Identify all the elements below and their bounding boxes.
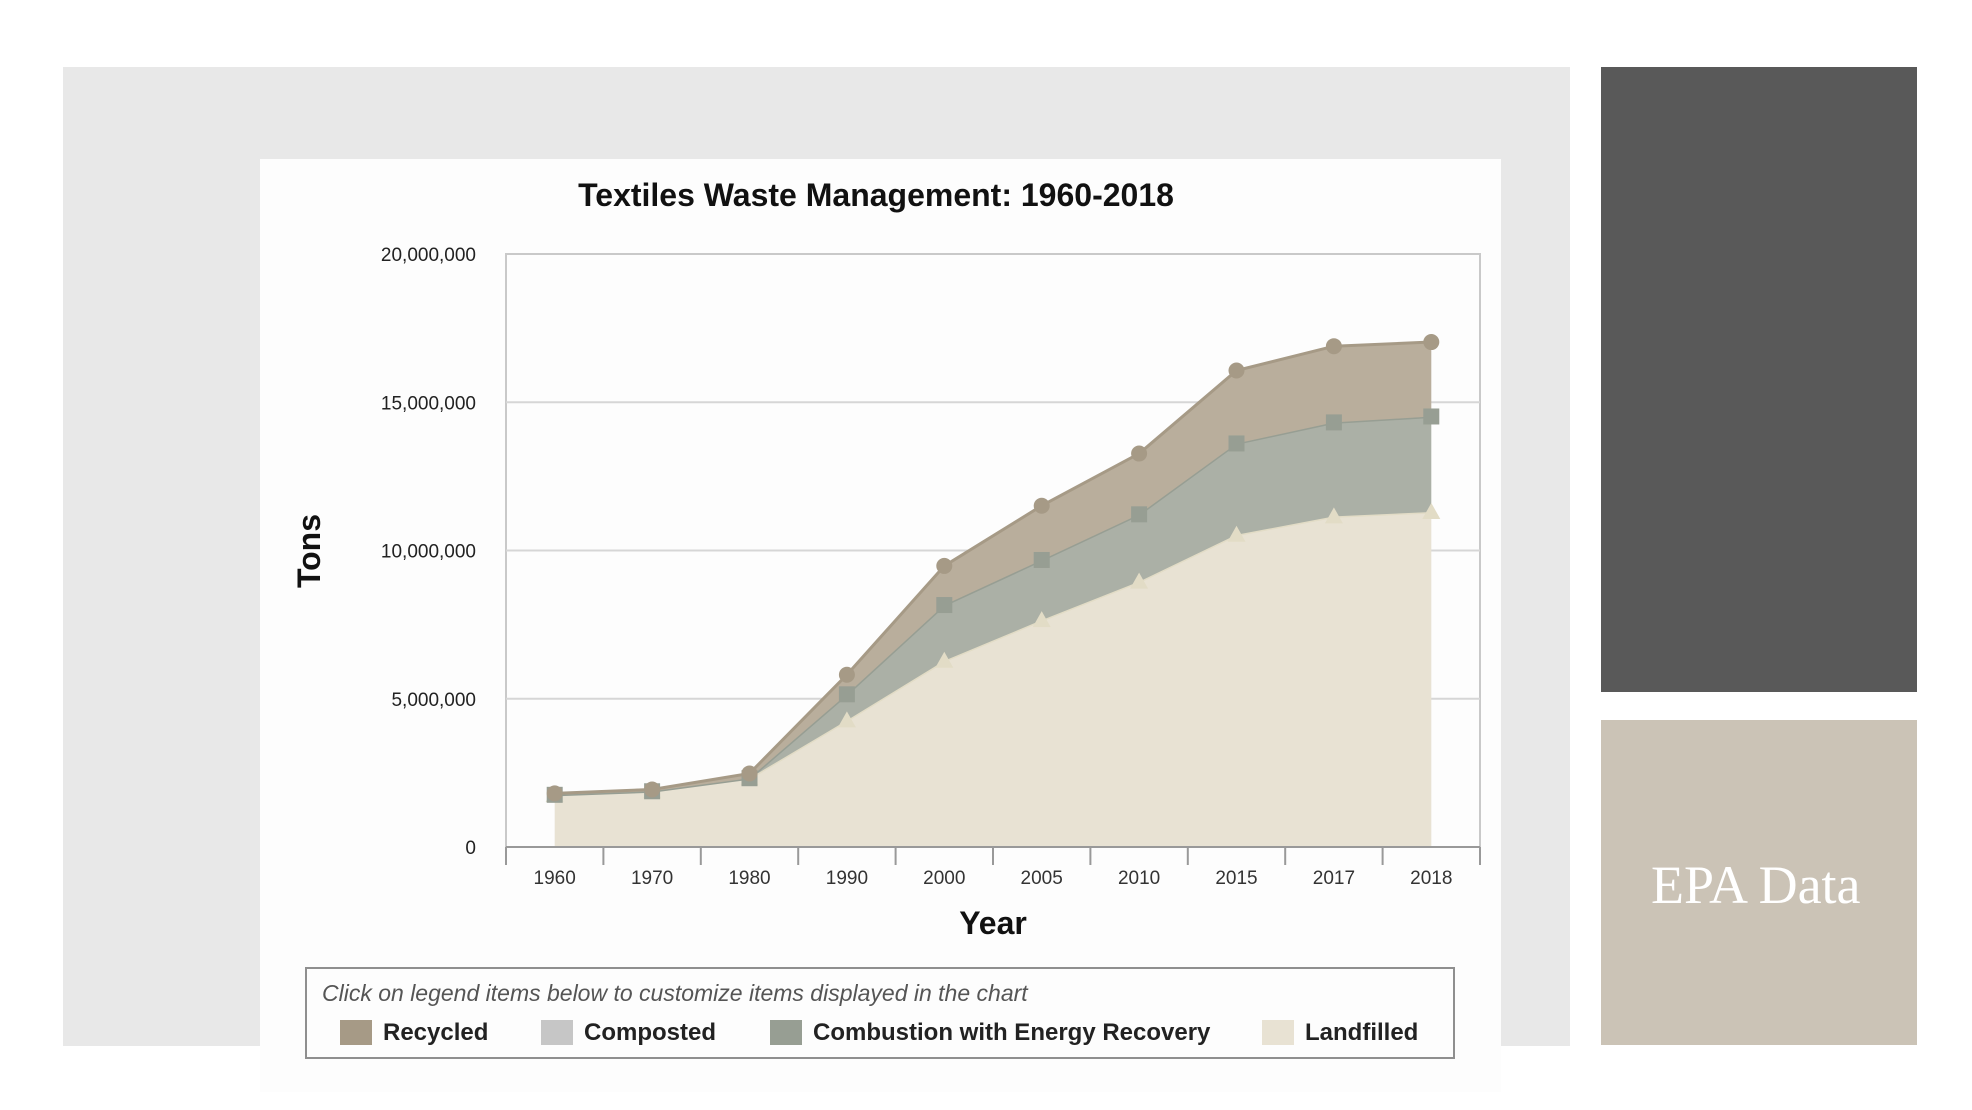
x-tick-label: 2017 [1313, 868, 1355, 889]
area-recycled [554, 342, 1432, 795]
x-tick-label: 2010 [1118, 868, 1160, 889]
x-tick-label: 2000 [923, 868, 965, 889]
legend-items: Recycled Composted Combustion with Energy … [340, 1019, 1418, 1046]
x-axis-label: Year [959, 905, 1027, 941]
y-tick-label: 15,000,000 [381, 393, 476, 414]
legend-item-landfilled[interactable]: Landfilled [1262, 1019, 1418, 1046]
legend-item-composted[interactable]: Composted [541, 1019, 716, 1046]
legend-item-combustion-with-energy-recovery[interactable]: Combustion with Energy Recovery [770, 1019, 1211, 1046]
decorative-dark-block [1601, 67, 1917, 692]
legend-label: Combustion with Energy Recovery [813, 1019, 1211, 1046]
x-tick-label: 2015 [1215, 868, 1257, 889]
area-combustion-with-energy-recovery [554, 416, 1432, 795]
line-recycled [554, 340, 1432, 795]
legend-label: Landfilled [1305, 1019, 1418, 1046]
marker-landfilled [1324, 507, 1343, 524]
epa-data-caption: EPA Data [1651, 855, 1861, 915]
marker-recycled [838, 666, 855, 683]
caption-block: EPA Data [1601, 720, 1917, 1045]
marker-landfilled [935, 651, 954, 668]
y-tick-label: 10,000,000 [381, 542, 476, 563]
marker-recycled [1131, 445, 1148, 462]
marker-recycled [1423, 334, 1440, 351]
x-tick-label: 2018 [1410, 868, 1452, 889]
marker-recycled [1325, 338, 1342, 355]
chart-svg: Textiles Waste Management: 1960-2018 0 5,… [291, 177, 1481, 1059]
area-landfilled [554, 511, 1432, 847]
legend-label: Recycled [383, 1019, 488, 1046]
marker-recycled [741, 765, 758, 782]
marker-combustion [1325, 414, 1342, 431]
marker-landfilled [837, 711, 856, 728]
legend-swatch [1262, 1020, 1294, 1045]
legend: Click on legend items below to customize… [305, 967, 1455, 1059]
marker-landfilled [1422, 502, 1441, 519]
marker-combustion [1423, 408, 1440, 425]
axes: 0 5,000,000 10,000,000 15,000,000 20,000,000… [381, 245, 1481, 889]
marker-recycled [644, 781, 661, 798]
chart-card: Textiles Waste Management: 1960-2018 0 5,… [260, 159, 1501, 1092]
legend-item-recycled[interactable]: Recycled [340, 1019, 488, 1046]
y-tick-label: 5,000,000 [391, 690, 476, 711]
marker-landfilled [1032, 611, 1051, 628]
marker-recycled [936, 557, 953, 574]
legend-swatch [340, 1020, 372, 1045]
data-markers [545, 334, 1441, 803]
marker-recycled [1228, 362, 1245, 379]
marker-combustion [1131, 506, 1148, 523]
y-tick-label: 0 [465, 838, 476, 859]
x-tick-label: 1960 [534, 868, 576, 889]
x-tick-label: 2005 [1021, 868, 1063, 889]
marker-combustion [1033, 551, 1050, 568]
legend-swatch [770, 1020, 802, 1045]
marker-recycled [1033, 497, 1050, 514]
marker-combustion [1228, 435, 1245, 452]
legend-note: Click on legend items below to customize… [322, 980, 1029, 1006]
x-tick-label: 1970 [631, 868, 673, 889]
marker-landfilled [1227, 525, 1246, 542]
y-tick-label: 20,000,000 [381, 245, 476, 266]
x-tick-label: 1980 [728, 868, 770, 889]
legend-label: Composted [584, 1019, 716, 1046]
chart-panel-background: Textiles Waste Management: 1960-2018 0 5,… [63, 67, 1570, 1092]
marker-combustion [838, 686, 855, 703]
y-axis-label: Tons [291, 514, 327, 588]
chart-title: Textiles Waste Management: 1960-2018 [578, 177, 1174, 213]
legend-swatch [541, 1020, 573, 1045]
x-tick-label: 1990 [826, 868, 868, 889]
marker-recycled [546, 785, 563, 802]
marker-combustion [936, 597, 953, 614]
marker-landfilled [1130, 572, 1149, 589]
stacked-areas [554, 340, 1432, 847]
